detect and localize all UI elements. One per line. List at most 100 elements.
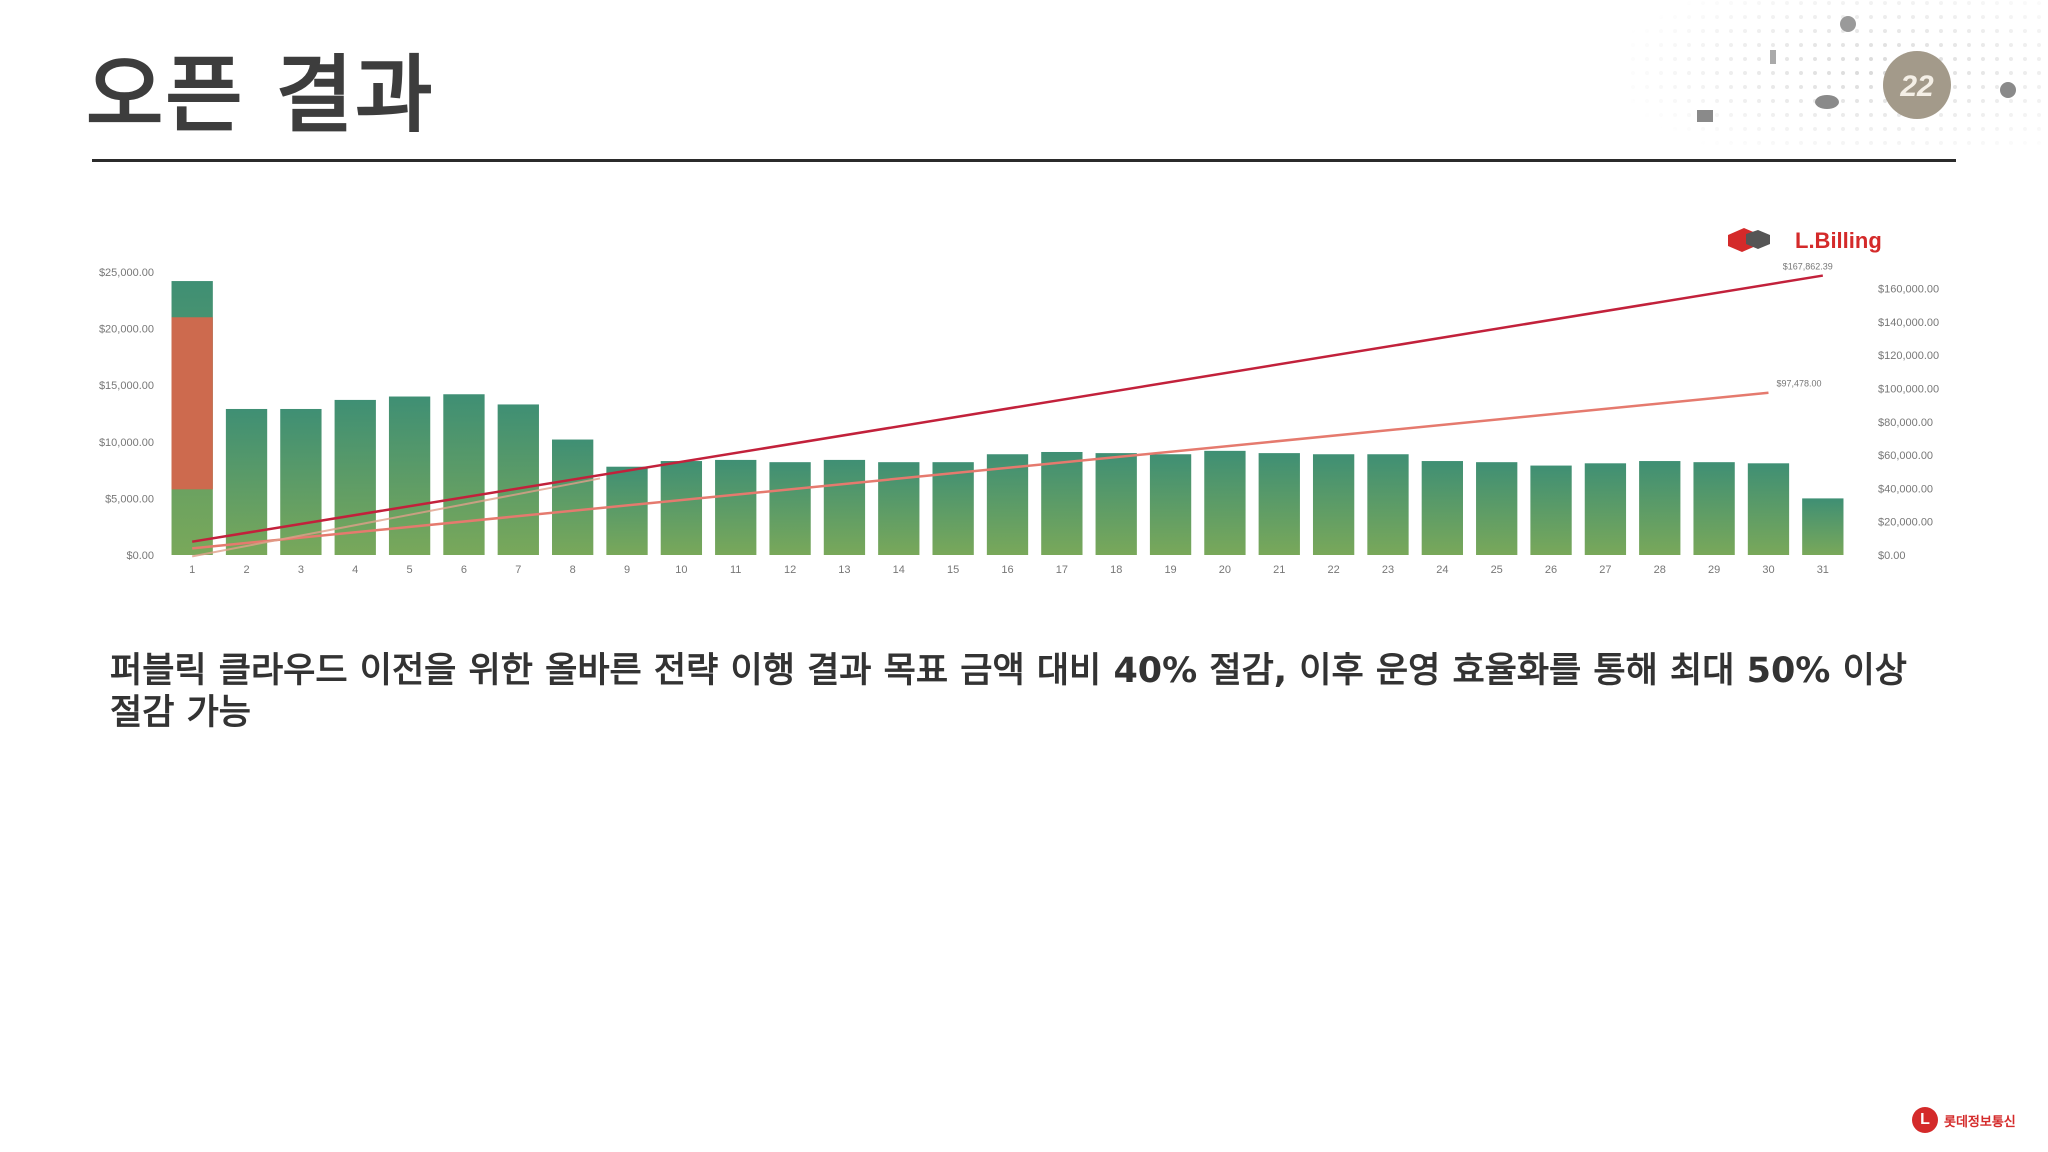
bar [660, 461, 703, 555]
x-tick-label: 8 [570, 564, 576, 576]
left-tick-label: $0.00 [126, 550, 154, 562]
x-tick-label: 23 [1382, 564, 1394, 576]
bar [334, 399, 376, 555]
bar [769, 462, 811, 555]
x-tick-label: 15 [947, 564, 959, 576]
bar [932, 462, 974, 555]
x-tick-label: 2 [243, 564, 249, 576]
cumulative-lines: $167,862.39 $97,478.00 [191, 262, 1833, 558]
bars [171, 281, 1844, 555]
right-tick-label: $80,000.00 [1878, 417, 1933, 429]
monitor-icon [1697, 110, 1713, 122]
title-divider [92, 159, 1956, 162]
cumulative-line [192, 391, 1769, 550]
right-tick-label: $100,000.00 [1878, 384, 1939, 396]
x-tick-label: 1 [189, 564, 195, 576]
bar [1639, 461, 1681, 555]
company-footer-logo: L 롯데정보통신 [1912, 1106, 2016, 1134]
left-tick-label: $10,000.00 [99, 437, 154, 449]
right-tick-label: $40,000.00 [1878, 483, 1933, 495]
chart-logo-text: L.Billing [1795, 228, 1882, 253]
right-tick-label: $60,000.00 [1878, 450, 1933, 462]
bar [497, 404, 539, 555]
x-tick-label: 27 [1599, 564, 1611, 576]
x-tick-label: 26 [1545, 564, 1557, 576]
bar [1530, 465, 1572, 555]
x-tick-label: 10 [675, 564, 687, 576]
left-tick-label: $5,000.00 [105, 493, 154, 505]
page-title: 오픈 결과 [86, 46, 435, 144]
line-end-label: $167,862.39 [1783, 262, 1833, 272]
slide-caption: 퍼블릭 클라우드 이전을 위한 올바른 전략 이행 결과 목표 금액 대비 40… [110, 651, 1907, 733]
cumulative-line [191, 274, 1824, 543]
right-tick-label: $20,000.00 [1878, 517, 1933, 529]
bar [1693, 462, 1735, 555]
right-tick-label: $160,000.00 [1878, 284, 1939, 296]
left-tick-label: $15,000.00 [99, 380, 154, 392]
right-tick-label: $140,000.00 [1878, 317, 1939, 329]
l-billing-logo-icon [1728, 228, 1770, 252]
x-tick-label: 25 [1491, 564, 1503, 576]
bar [1747, 463, 1790, 555]
globe-icon [2000, 82, 2016, 98]
chart-logo: L.Billing [1728, 228, 1882, 253]
x-tick-label: 11 [730, 564, 741, 576]
decorative-header-graphic: 22 [1630, 0, 2048, 155]
bar [1149, 454, 1192, 555]
bar [986, 454, 1029, 555]
x-tick-label: 20 [1219, 564, 1231, 576]
x-tick-label: 24 [1436, 564, 1448, 576]
company-logo-icon: L [1912, 1107, 1938, 1133]
x-tick-label: 17 [1056, 564, 1068, 576]
line-end-label: $97,478.00 [1776, 379, 1821, 389]
bar [1367, 454, 1409, 555]
left-tick-label: $25,000.00 [99, 267, 154, 279]
svg-text:22: 22 [1899, 70, 1934, 103]
bar [552, 439, 594, 555]
x-tick-label: 13 [838, 564, 850, 576]
x-tick-label: 16 [1001, 564, 1013, 576]
bar [1204, 450, 1246, 555]
x-tick-label: 7 [515, 564, 521, 576]
cumulative-line [191, 477, 601, 558]
x-tick-label: 12 [784, 564, 796, 576]
right-axis-ticks: $0.00 $20,000.00 $40,000.00 $60,000.00 $80,0… [1878, 284, 1939, 562]
x-tick-label: 21 [1273, 564, 1285, 576]
x-tick-label: 31 [1817, 564, 1829, 576]
x-tick-label: 9 [624, 564, 630, 576]
right-tick-label: $120,000.00 [1878, 350, 1939, 362]
bar [1802, 498, 1844, 555]
x-tick-label: 6 [461, 564, 467, 576]
x-tick-label: 28 [1654, 564, 1666, 576]
x-tick-label: 30 [1762, 564, 1774, 576]
x-tick-label: 4 [352, 564, 358, 576]
bar [606, 466, 648, 555]
bar [715, 459, 757, 555]
x-axis-ticks: 1 2 3 4 5 6 7 8 9 10 11 12 13 14 15 16 17 18 19 20 21 22 23 24 2… [189, 564, 1829, 576]
bar [443, 394, 485, 555]
cost-chart: $0.00 $5,000.00 $10,000.00 $15,000.00 $20,00… [80, 210, 1970, 590]
left-tick-label: $20,000.00 [99, 324, 154, 336]
cloud-icon [1815, 95, 1839, 109]
bar [1258, 453, 1300, 555]
x-tick-label: 19 [1164, 564, 1176, 576]
highlight-bar-segment [171, 317, 213, 490]
bar [1312, 454, 1355, 555]
bar [1476, 462, 1518, 555]
mobile-icon [1770, 50, 1776, 64]
bar [1421, 461, 1463, 555]
bar [1041, 451, 1083, 555]
left-axis-ticks: $0.00 $5,000.00 $10,000.00 $15,000.00 $20,00… [99, 267, 154, 562]
x-tick-label: 3 [298, 564, 304, 576]
anniversary-badge-icon: 22 [1883, 51, 1951, 119]
x-tick-label: 14 [893, 564, 905, 576]
x-tick-label: 18 [1110, 564, 1122, 576]
x-tick-label: 29 [1708, 564, 1720, 576]
x-tick-label: 5 [407, 564, 413, 576]
bar [823, 459, 866, 555]
gear-icon [1840, 16, 1856, 32]
x-tick-label: 22 [1328, 564, 1340, 576]
company-logo-text: 롯데정보통신 [1944, 1114, 2016, 1130]
right-tick-label: $0.00 [1878, 550, 1906, 562]
dotted-pattern: 22 [1630, 0, 2048, 155]
